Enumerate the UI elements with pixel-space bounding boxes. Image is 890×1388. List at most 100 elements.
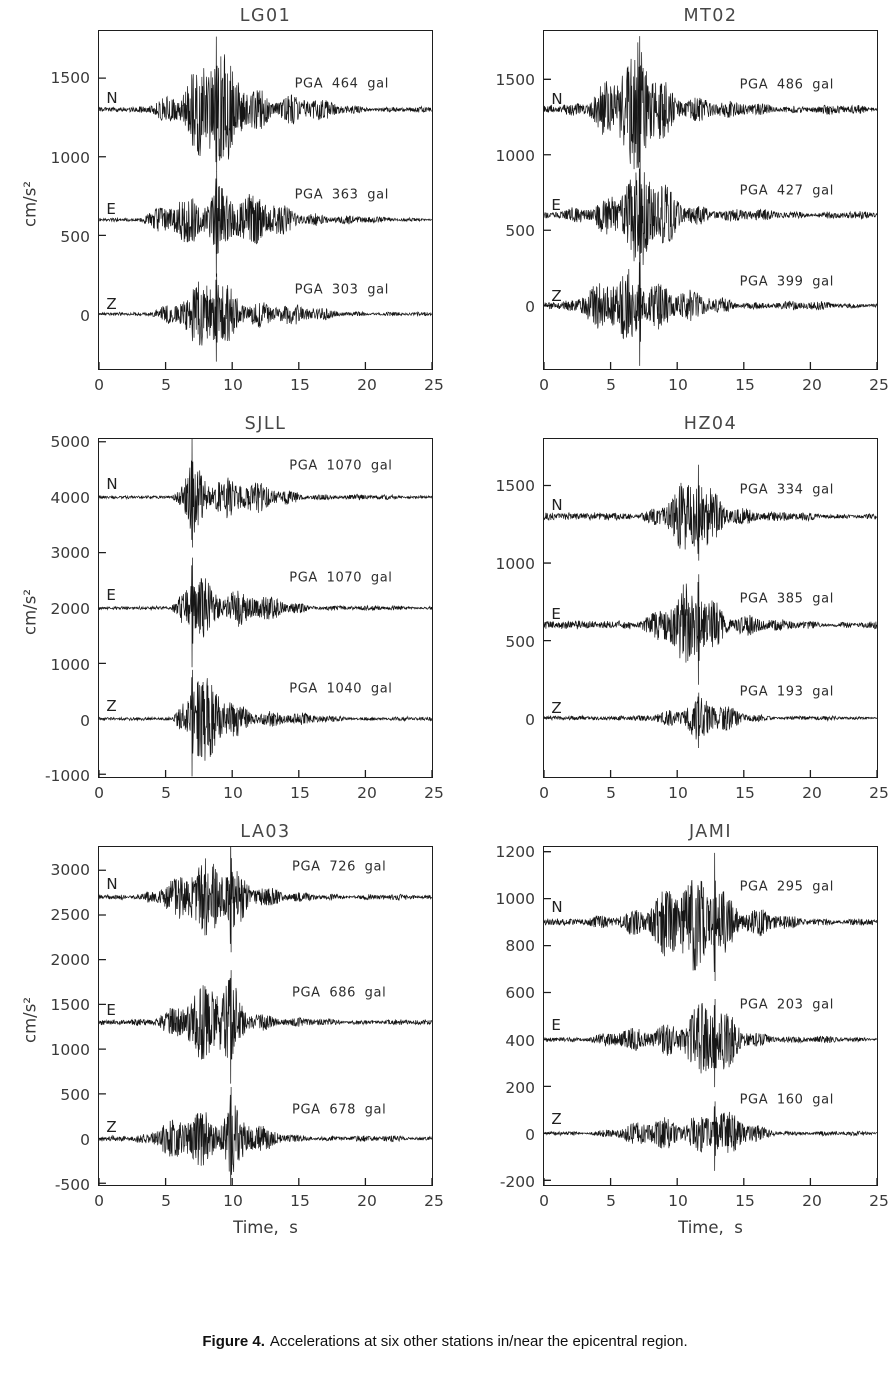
- component-label-N: N: [551, 89, 563, 108]
- component-label-Z: Z: [106, 697, 117, 716]
- caption-label: Figure 4.: [202, 1333, 265, 1350]
- y-tick-label: 1000: [50, 655, 90, 674]
- seismogram-panel: SJLL cm/s² -1000 0 1000 2000 3000 4000 5000 0 5 1…: [8, 414, 453, 822]
- y-tick-label: 1000: [495, 889, 535, 908]
- seismogram-panel: JAMI -200 0 200 400 600 800 1000 1200 0 5 10 15 20 25…: [453, 822, 889, 1245]
- seismogram-panel: LA03 cm/s² -500 0 500 1000 1500 2000 2500 3000 0…: [8, 822, 453, 1245]
- axis-tick-marks: [544, 484, 877, 777]
- plot-area: -1000 0 1000 2000 3000 4000 5000 0 5 10 15 20 25 N PGA…: [45, 433, 444, 802]
- y-tick-label: 0: [525, 710, 535, 729]
- trace-Z: [99, 1086, 432, 1185]
- pga-label-E: PGA 363 gal: [294, 187, 389, 203]
- x-tick-label: 15: [290, 784, 310, 802]
- y-tick-label: 0: [80, 711, 90, 730]
- component-label-N: N: [551, 495, 563, 514]
- plot-clip-region: [99, 847, 432, 1185]
- y-tick-label: 3000: [50, 544, 90, 563]
- pga-label-E: PGA 385 gal: [739, 591, 834, 607]
- x-tick-label: 15: [735, 1192, 755, 1210]
- pga-label-Z: PGA 1040 gal: [289, 681, 393, 697]
- x-tick-label: 15: [290, 1192, 310, 1210]
- x-tick-label: 5: [161, 784, 171, 802]
- x-tick-label: 10: [668, 376, 688, 394]
- panel-station-title: MT02: [683, 6, 738, 26]
- trace-N: [544, 36, 877, 172]
- y-axis-label: cm/s²: [20, 589, 40, 635]
- component-label-Z: Z: [551, 287, 562, 305]
- caption-text: Accelerations at six other stations in/n…: [269, 1333, 688, 1350]
- component-label-N: N: [106, 89, 118, 108]
- y-axis-label: cm/s²: [20, 997, 40, 1043]
- y-tick-label: 1500: [495, 70, 535, 89]
- x-axis-label: Time, s: [233, 1218, 298, 1237]
- y-tick-label: 600: [505, 984, 535, 1003]
- pga-label-Z: PGA 399 gal: [739, 274, 834, 290]
- x-tick-label: 25: [424, 784, 444, 802]
- plot-clip-region: [544, 847, 877, 1185]
- pga-label-Z: PGA 303 gal: [294, 282, 389, 298]
- x-tick-label: 25: [424, 376, 444, 394]
- x-tick-label: 10: [223, 784, 243, 802]
- traces-svg: [544, 36, 877, 369]
- y-tick-label: 0: [80, 306, 90, 325]
- y-tick-label: 1500: [50, 996, 90, 1015]
- x-tick-label: 20: [357, 376, 377, 394]
- trace-E: [544, 574, 877, 685]
- figure-caption: Figure 4. Accelerations at six other stat…: [8, 1333, 882, 1350]
- y-tick-label: 1200: [495, 842, 535, 861]
- y-tick-label: 1500: [50, 69, 90, 88]
- x-tick-label: 25: [869, 376, 889, 394]
- y-tick-label: 0: [525, 298, 535, 317]
- pga-label-N: PGA 295 gal: [739, 879, 834, 895]
- y-tick-label: -200: [499, 1173, 535, 1192]
- x-tick-label: 20: [357, 1192, 377, 1210]
- pga-label-N: PGA 464 gal: [294, 76, 389, 92]
- pga-label-Z: PGA 160 gal: [739, 1092, 834, 1108]
- plot-area: 0 500 1000 1500 0 5 10 15 20 25 N PGA 334 gal E PGA 3…: [496, 438, 889, 802]
- x-tick-label: 20: [802, 1192, 822, 1210]
- trace-E: [99, 970, 432, 1084]
- x-tick-label: 5: [161, 1192, 171, 1210]
- y-tick-label: 500: [60, 227, 90, 246]
- trace-E: [99, 557, 432, 668]
- y-tick-label: 1000: [495, 554, 535, 573]
- y-tick-label: -500: [54, 1176, 90, 1195]
- x-tick-label: 10: [668, 784, 688, 802]
- traces-svg: [99, 847, 432, 1185]
- trace-Z: [99, 273, 432, 362]
- x-tick-label: 10: [223, 1192, 243, 1210]
- x-tick-label: 15: [290, 376, 310, 394]
- panel-station-title: SJLL: [244, 414, 287, 434]
- component-label-N: N: [106, 874, 118, 893]
- plot-area: -200 0 200 400 600 800 1000 1200 0 5 10 15 20 25 N PGA …: [496, 843, 889, 1210]
- x-tick-label: 10: [668, 1192, 688, 1210]
- trace-Z: [99, 669, 432, 777]
- y-tick-label: 2000: [50, 600, 90, 618]
- component-label-E: E: [106, 200, 116, 218]
- x-tick-label: 5: [161, 376, 171, 394]
- axis-tick-marks: [99, 77, 432, 369]
- pga-label-E: PGA 427 gal: [739, 183, 834, 199]
- x-tick-label: 25: [869, 784, 889, 802]
- pga-label-Z: PGA 193 gal: [739, 684, 834, 700]
- x-tick-label: 25: [869, 1192, 889, 1210]
- traces-svg: [99, 36, 432, 369]
- plot-area: -500 0 500 1000 1500 2000 2500 3000 0 5 10 15 20 25 N P…: [51, 846, 444, 1210]
- pga-label-Z: PGA 678 gal: [292, 1102, 387, 1118]
- y-tick-label: 3000: [50, 861, 90, 880]
- traces-svg: [544, 464, 877, 777]
- x-tick-label: 0: [539, 784, 549, 802]
- x-tick-label: 15: [735, 376, 755, 394]
- component-label-N: N: [551, 897, 563, 916]
- trace-N: [99, 36, 432, 172]
- axis-tick-marks: [544, 78, 877, 369]
- x-tick-label: 0: [94, 376, 104, 394]
- component-label-Z: Z: [106, 294, 117, 313]
- trace-N: [544, 852, 877, 982]
- plot-clip-region: [544, 31, 877, 369]
- y-tick-label: 0: [525, 1126, 535, 1145]
- y-tick-label: 800: [505, 937, 535, 956]
- trace-Z: [544, 1101, 877, 1171]
- traces-svg: [544, 851, 877, 1185]
- y-tick-label: 500: [505, 632, 535, 651]
